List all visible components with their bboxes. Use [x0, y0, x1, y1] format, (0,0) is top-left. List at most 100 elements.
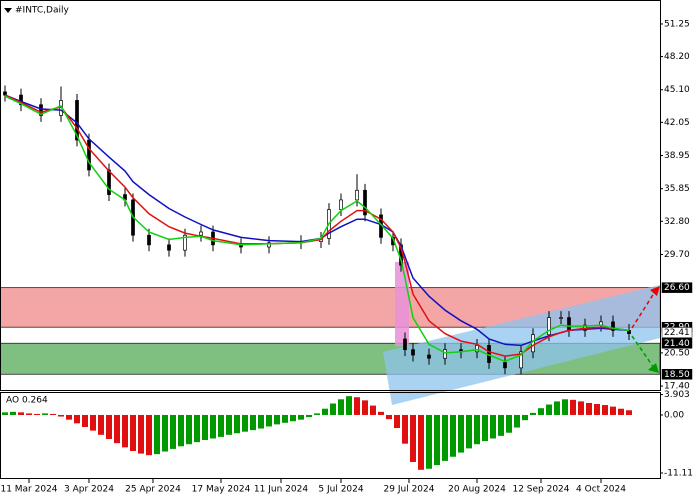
ao-bar: [18, 412, 24, 415]
ao-bar: [130, 414, 136, 452]
candle-body: [611, 321, 615, 331]
y-tick-label: 29.70: [664, 250, 690, 260]
ao-bar: [138, 414, 144, 454]
candle-body: [107, 169, 111, 195]
candle-body: [267, 242, 271, 248]
ao-bar: [74, 414, 80, 424]
y-tick-label: 45.10: [664, 85, 690, 95]
ao-bar: [498, 414, 504, 436]
ao-bar: [394, 414, 400, 429]
ao-bar: [50, 413, 56, 415]
ao-bar: [178, 414, 184, 447]
ao-bar: [186, 414, 192, 445]
candle-body: [559, 317, 563, 319]
level-box: [661, 282, 693, 293]
y-tick-label: 38.95: [664, 151, 690, 161]
candle-body: [19, 94, 23, 106]
candle-body: [87, 139, 91, 171]
ao-bar: [370, 405, 376, 415]
ao-bar: [170, 414, 176, 449]
ao-bar: [314, 413, 320, 415]
ao-bar: [554, 401, 560, 415]
candle-body: [183, 234, 187, 251]
ao-panel-frame: [0, 392, 661, 479]
ao-bar: [330, 403, 336, 415]
ao-bar: [82, 414, 88, 427]
x-tick-label: 12 Sep 2024: [512, 485, 569, 495]
level-box: [661, 327, 693, 338]
ao-bar: [602, 405, 608, 415]
ao-bar: [26, 413, 32, 415]
candle-body: [443, 349, 447, 359]
ao-bar: [490, 414, 496, 439]
ao-bar: [306, 414, 312, 418]
candle-body: [39, 104, 43, 116]
ao-bar: [418, 414, 424, 470]
ao-bar: [66, 414, 72, 420]
ao-bar: [258, 414, 264, 429]
ao-bar: [298, 414, 304, 420]
ao-bar: [570, 399, 576, 415]
x-tick-label: 20 Aug 2024: [448, 485, 506, 495]
ao-bar: [426, 414, 432, 469]
ao-bar: [386, 414, 392, 420]
ao-bar: [234, 414, 240, 434]
level-box: [661, 338, 693, 349]
candle-body: [403, 338, 407, 351]
ao-bar: [466, 414, 472, 449]
ao-bar: [506, 414, 512, 433]
x-tick-label: 25 Apr 2024: [125, 485, 181, 495]
ao-bar: [618, 408, 624, 415]
candle-body: [75, 100, 79, 141]
gap-highlight: [395, 262, 409, 346]
y-tick-label: 20.50: [664, 348, 690, 358]
candle-body: [3, 91, 7, 96]
ao-bar: [586, 402, 592, 415]
ao-bar: [482, 414, 488, 442]
ao-bar: [58, 414, 64, 417]
y-tick-label: 32.80: [664, 217, 690, 227]
ao-bar: [402, 414, 408, 444]
ao-bar: [250, 414, 256, 431]
up-arrow: [631, 289, 657, 329]
ao-bar: [34, 413, 40, 415]
x-tick-label: 11 Jun 2024: [254, 485, 308, 495]
chart-title: #INTC,Daily: [15, 6, 69, 16]
candle-body: [475, 345, 479, 353]
ao-bar: [274, 414, 280, 425]
ao-bar: [282, 414, 288, 423]
ao-bar: [194, 414, 200, 443]
ao-bar: [226, 414, 232, 435]
moving-average: [4, 94, 630, 357]
ao-bar: [146, 414, 152, 456]
candle-body: [547, 317, 551, 336]
ao-bar: [114, 414, 120, 444]
ao-bar: [2, 412, 8, 415]
level-label: 22.41: [664, 328, 690, 338]
ao-bar: [338, 399, 344, 415]
candle-body: [199, 231, 203, 236]
candle-body: [339, 199, 343, 210]
x-tick-label: 5 Jul 2024: [318, 485, 363, 495]
x-tick-label: 11 Mar 2024: [0, 485, 57, 495]
menu-triangle: [4, 8, 12, 13]
candle-body: [355, 189, 359, 201]
candle-body: [627, 330, 631, 334]
ao-bar: [90, 414, 96, 431]
ao-bar: [546, 404, 552, 415]
level-label: 21.40: [664, 339, 690, 349]
price-panel-frame: [0, 0, 661, 391]
up-arrow-head: [650, 286, 660, 296]
ao-bar: [514, 414, 520, 428]
x-tick-label: 3 Apr 2024: [64, 485, 114, 495]
x-tick-label: 17 May 2024: [192, 485, 251, 495]
level-label: 18.50: [664, 370, 690, 380]
y-tick-label: 51.25: [664, 19, 690, 29]
ao-bar: [362, 400, 368, 415]
ao-bar: [122, 414, 128, 448]
ao-bar: [594, 404, 600, 415]
ao-bar: [210, 414, 216, 439]
ao-bar: [42, 413, 48, 415]
y-tick-label: 48.20: [664, 52, 690, 62]
